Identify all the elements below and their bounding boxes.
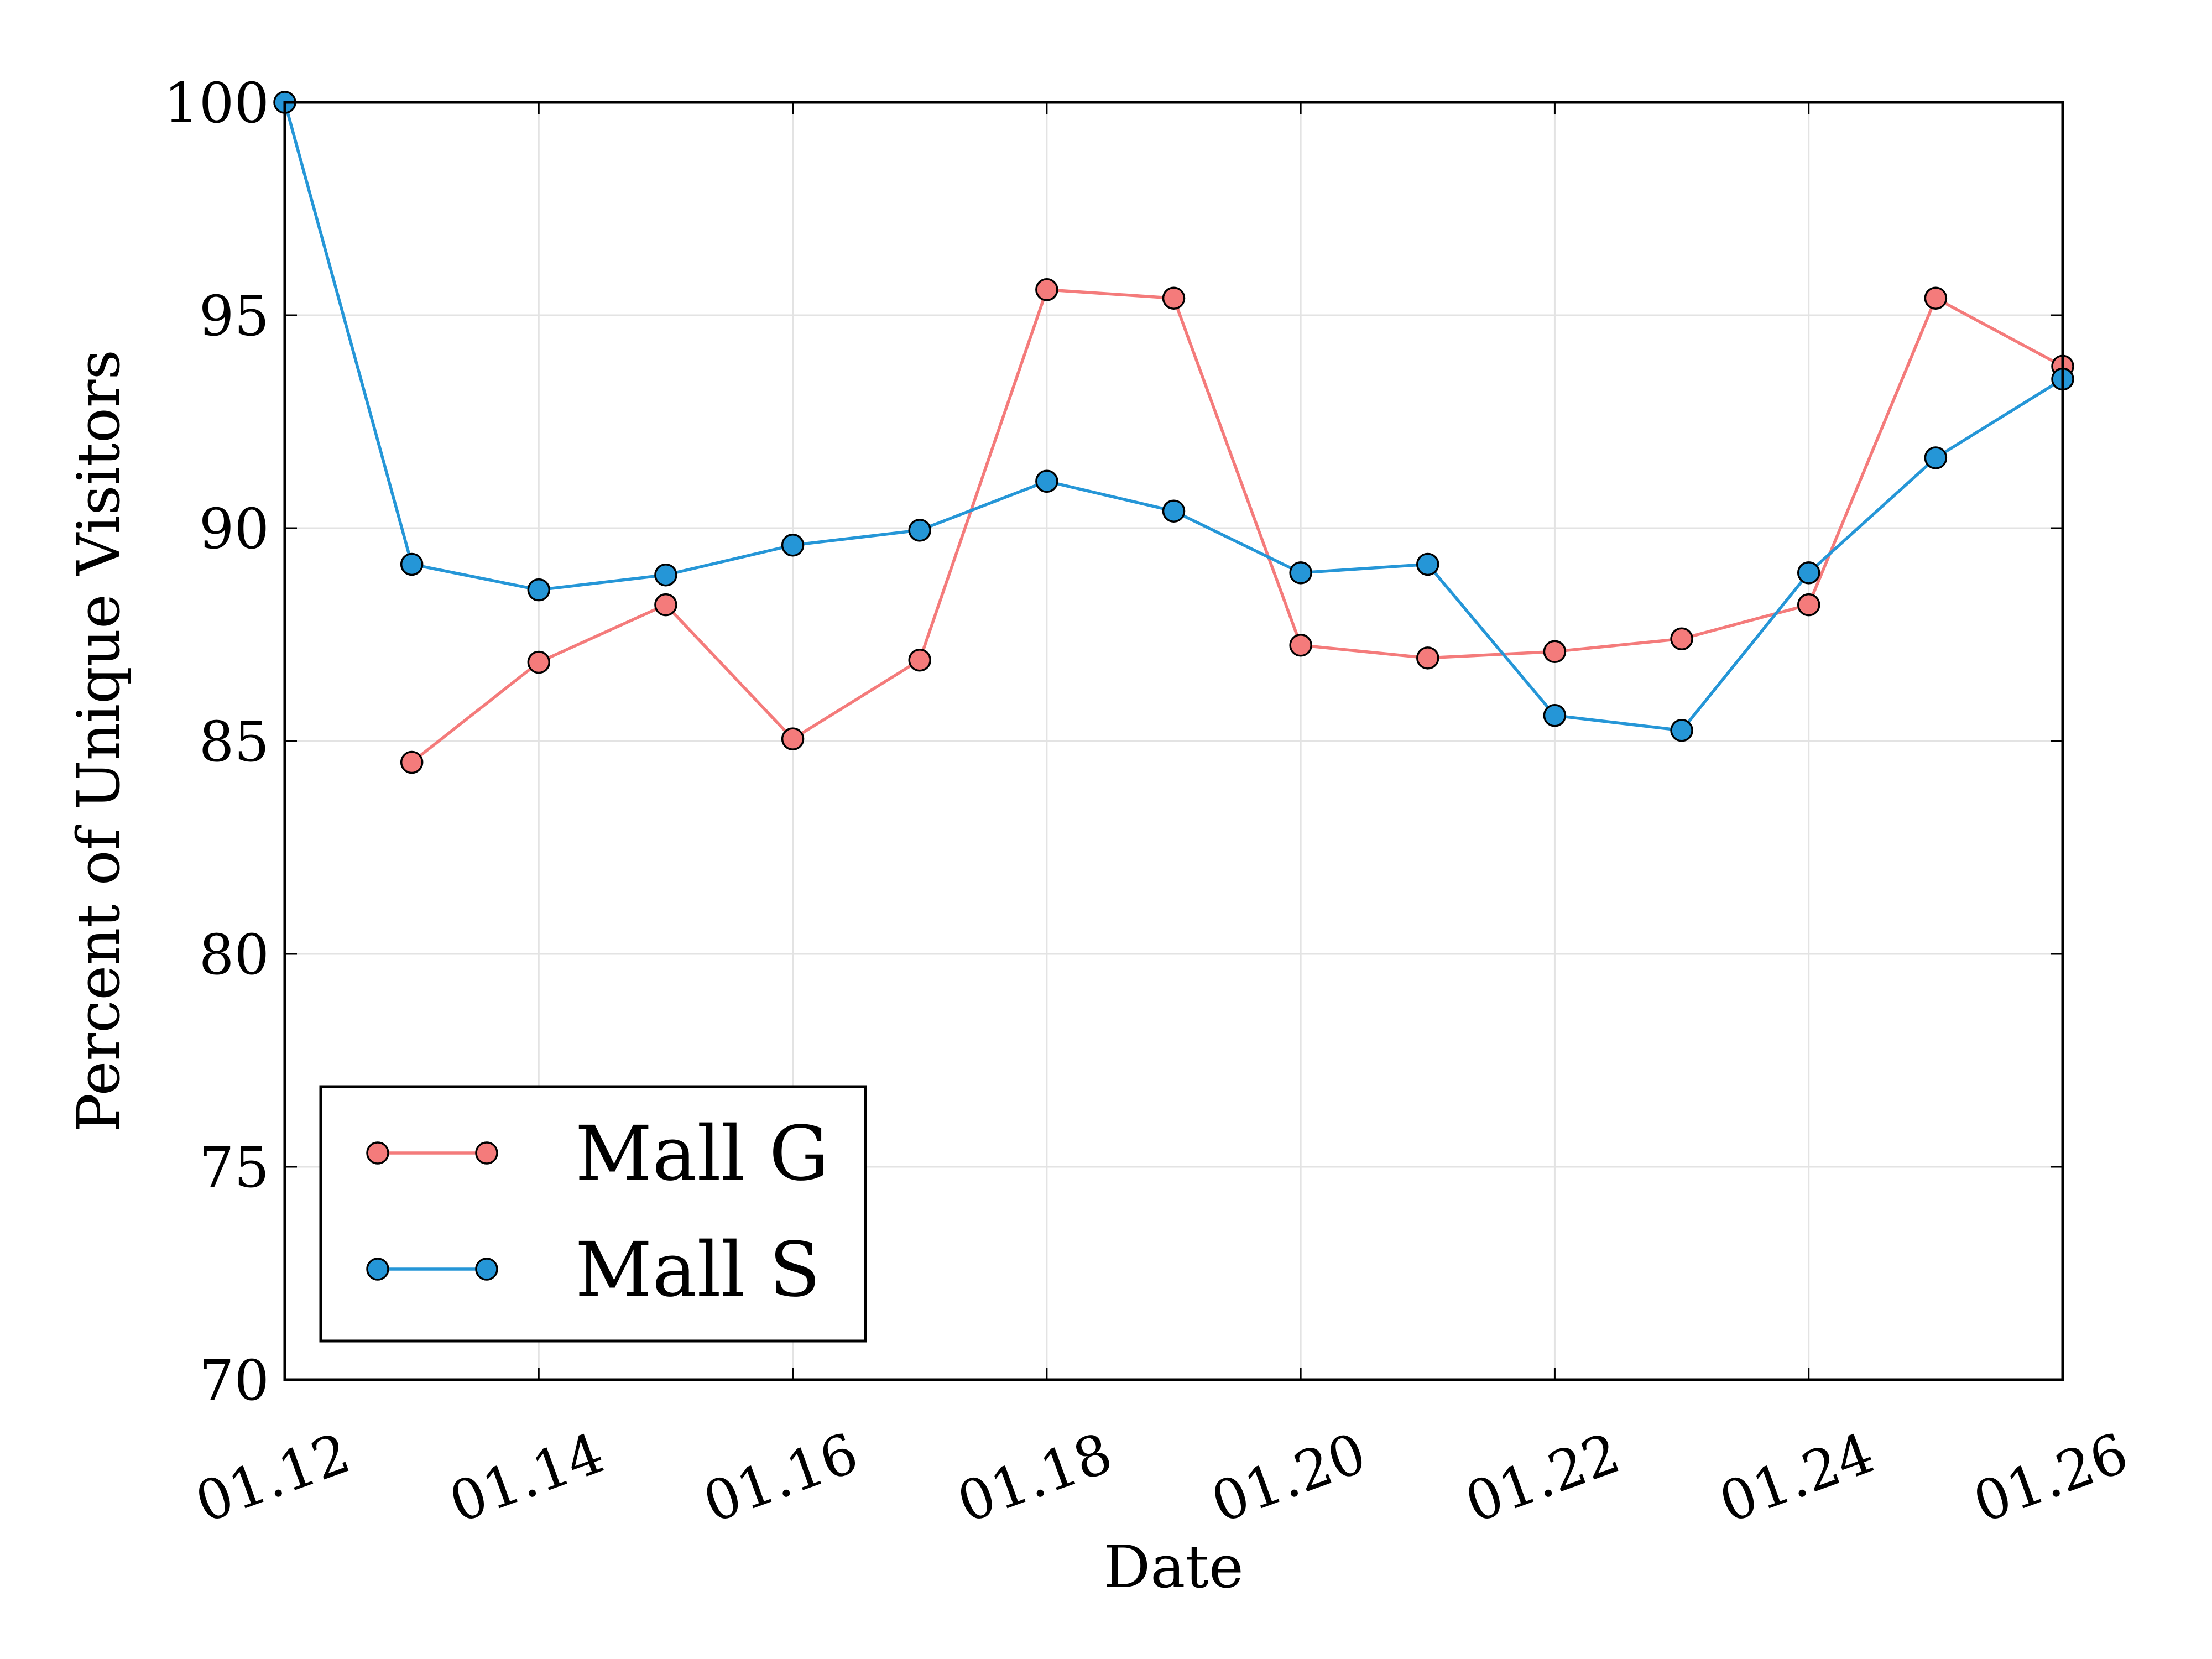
data-point-mall-g <box>527 650 551 674</box>
y-tick-label: 80 <box>199 922 269 987</box>
data-point-mall-s <box>400 552 424 576</box>
data-point-mall-s <box>1543 704 1567 727</box>
data-point-mall-s <box>1797 561 1820 585</box>
data-point-mall-g <box>400 750 424 774</box>
data-point-mall-g <box>781 727 805 750</box>
x-tick-label: 01.20 <box>1203 1421 1374 1536</box>
legend-marker-mall-g <box>366 1141 389 1165</box>
x-tick-label: 01.12 <box>187 1421 358 1536</box>
y-axis-label: Percent of Unique Visitors <box>65 349 133 1133</box>
x-axis-label: Date <box>1103 1533 1244 1601</box>
data-point-mall-g <box>654 593 677 617</box>
data-point-mall-s <box>1162 499 1186 523</box>
x-tick-label: 01.26 <box>1965 1421 2136 1536</box>
data-point-mall-s <box>1416 552 1439 576</box>
data-point-mall-s <box>1035 469 1058 493</box>
data-point-mall-g <box>1035 278 1058 301</box>
data-point-mall-s <box>654 563 677 587</box>
x-tick-label: 01.24 <box>1711 1421 1882 1536</box>
y-tick-label: 90 <box>199 497 269 561</box>
legend-label-mall-s: Mall S <box>575 1227 821 1314</box>
data-point-mall-s <box>781 534 805 557</box>
legend-marker-mall-s <box>475 1258 498 1281</box>
grid <box>285 102 2063 1380</box>
data-point-mall-g <box>1162 286 1186 310</box>
data-point-mall-s <box>1924 446 1948 469</box>
data-point-mall-g <box>1543 640 1567 664</box>
data-point-mall-g <box>1924 286 1948 310</box>
x-tick-label: 01.16 <box>695 1421 866 1536</box>
legend-label-mall-g: Mall G <box>575 1110 829 1198</box>
series-line-mall-s <box>283 102 2064 732</box>
data-point-mall-g <box>1416 646 1439 670</box>
x-tick-label: 01.14 <box>441 1421 612 1536</box>
y-tick-label: 75 <box>199 1135 269 1200</box>
data-point-mall-g <box>1797 593 1820 617</box>
y-tick-label: 95 <box>199 284 269 348</box>
series-layer <box>273 91 2074 774</box>
legend-marker-mall-g <box>475 1141 498 1165</box>
y-tick-label: 100 <box>164 71 269 135</box>
data-point-mall-g <box>908 648 931 672</box>
x-tick-label: 01.18 <box>950 1421 1120 1536</box>
series-line-mall-g <box>410 288 2064 764</box>
data-point-mall-g <box>1670 627 1693 650</box>
data-point-mall-s <box>527 578 551 602</box>
data-point-mall-s <box>1289 561 1312 585</box>
y-tick-label: 85 <box>199 709 269 774</box>
y-tick-label: 70 <box>199 1348 269 1413</box>
data-point-mall-g <box>1289 634 1312 657</box>
data-point-mall-s <box>908 519 931 542</box>
data-point-mall-s <box>1670 719 1693 742</box>
legend: Mall G Mall S <box>319 1085 867 1343</box>
legend-box <box>319 1085 867 1343</box>
x-tick-label: 01.22 <box>1457 1421 1628 1536</box>
legend-marker-mall-s <box>366 1258 389 1281</box>
